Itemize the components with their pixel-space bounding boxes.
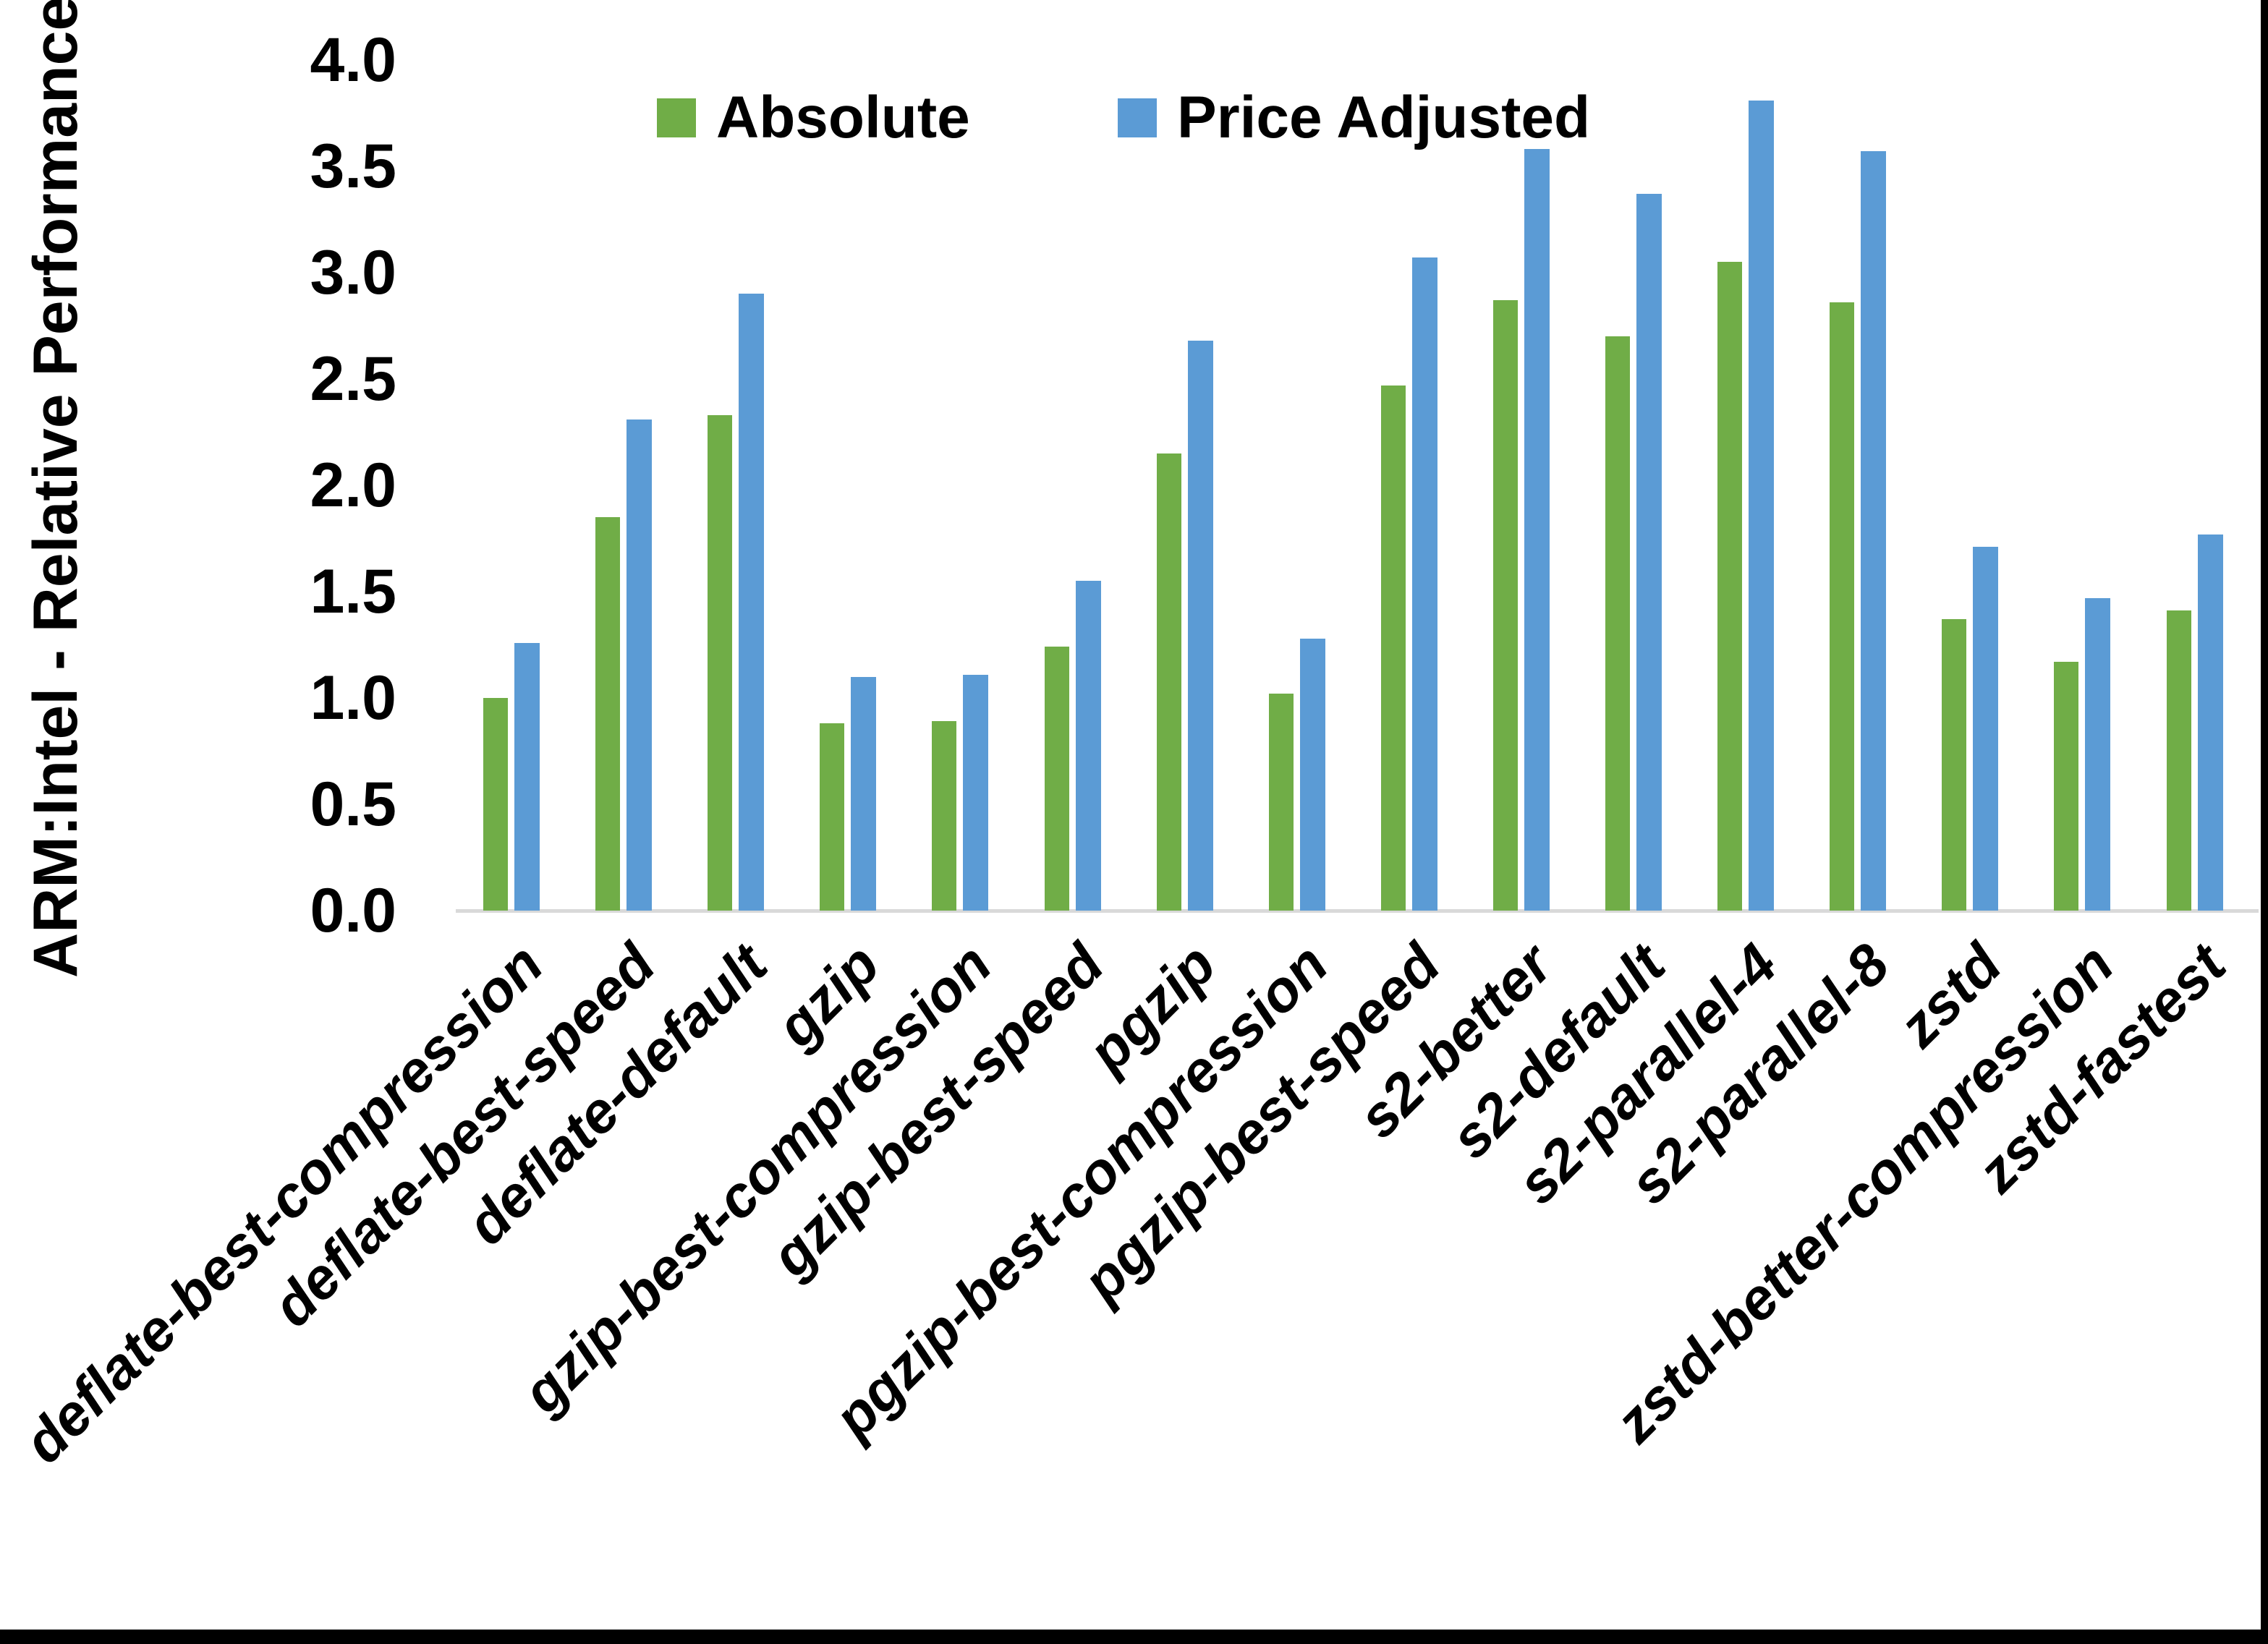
window-bottom-border [0,1630,2268,1644]
bar-s2-parallel-4-absolute [1717,262,1742,911]
bar-s2-better-price-adjusted [1524,149,1550,911]
bar-zstd-better-compression-price-adjusted [2085,598,2110,911]
bar-s2-default-absolute [1605,336,1630,911]
legend-label-price-adjusted: Price Adjusted [1177,85,1591,150]
bar-deflate-best-compression-absolute [483,698,508,911]
legend-swatch-price-adjusted [1118,98,1157,137]
bar-gzip-best-speed-absolute [1045,647,1069,911]
y-tick-label-3.0: 3.0 [310,238,396,307]
bar-deflate-best-speed-absolute [595,517,620,911]
window-right-border [2261,0,2268,1644]
bar-zstd-fastest-absolute [2167,610,2191,911]
bar-deflate-default-price-adjusted [739,294,764,911]
y-tick-label-2.5: 2.5 [310,344,396,414]
bar-deflate-default-absolute [708,415,732,911]
y-tick-label-0.0: 0.0 [310,876,396,945]
y-tick-label-1.0: 1.0 [310,663,396,733]
legend-label-absolute: Absolute [716,85,970,150]
legend-swatch-absolute [657,98,696,137]
bar-gzip-best-compression-price-adjusted [963,675,988,911]
y-tick-label-2.0: 2.0 [310,451,396,520]
bar-s2-parallel-4-price-adjusted [1749,101,1774,911]
bar-s2-parallel-8-absolute [1830,302,1854,911]
bar-pgzip-price-adjusted [1188,341,1213,911]
bar-s2-parallel-8-price-adjusted [1861,151,1886,911]
bar-deflate-best-compression-price-adjusted [514,643,540,911]
bar-zstd-price-adjusted [1973,547,1998,911]
bar-gzip-best-compression-absolute [932,721,956,911]
bar-pgzip-best-compression-price-adjusted [1300,639,1325,911]
y-tick-label-3.5: 3.5 [310,132,396,201]
bar-pgzip-best-speed-absolute [1381,386,1406,911]
bar-zstd-absolute [1942,619,1966,911]
bar-pgzip-absolute [1157,453,1181,911]
bar-pgzip-best-compression-absolute [1269,694,1294,911]
bar-gzip-best-speed-price-adjusted [1076,581,1101,911]
y-tick-label-0.5: 0.5 [310,770,396,839]
bar-s2-better-absolute [1493,300,1518,911]
bar-zstd-better-compression-absolute [2054,662,2078,911]
y-tick-label-4.0: 4.0 [310,25,396,95]
y-axis-title: ARM:Intel - Relative Performance [21,0,90,978]
bar-gzip-absolute [820,723,844,911]
y-tick-label-1.5: 1.5 [310,557,396,626]
x-axis-line [456,909,2259,913]
bar-zstd-fastest-price-adjusted [2198,534,2223,911]
bar-deflate-best-speed-price-adjusted [627,419,652,911]
bar-pgzip-best-speed-price-adjusted [1412,257,1437,911]
bar-s2-default-price-adjusted [1636,194,1662,911]
bar-gzip-price-adjusted [851,677,876,911]
